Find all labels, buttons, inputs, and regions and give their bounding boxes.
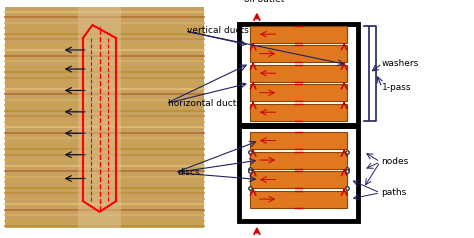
Bar [239,123,358,129]
Bar [250,104,347,121]
Bar [250,84,347,101]
Text: paths: paths [382,188,407,197]
Text: discs: discs [178,168,201,177]
Text: nodes: nodes [382,157,409,166]
Text: washers: washers [382,59,419,68]
Text: 1-pass: 1-pass [382,83,411,92]
Bar [78,7,121,228]
Bar [250,132,347,149]
Bar [239,24,358,221]
Text: vertical ducts: vertical ducts [187,26,249,35]
Text: horizontal ducts: horizontal ducts [168,99,241,108]
Text: oil outlet: oil outlet [244,0,284,4]
Bar [250,65,347,82]
Bar [250,171,347,188]
Bar [250,45,347,62]
Bar [250,191,347,208]
Bar [250,26,347,43]
Bar [5,7,204,228]
Bar [250,152,347,169]
